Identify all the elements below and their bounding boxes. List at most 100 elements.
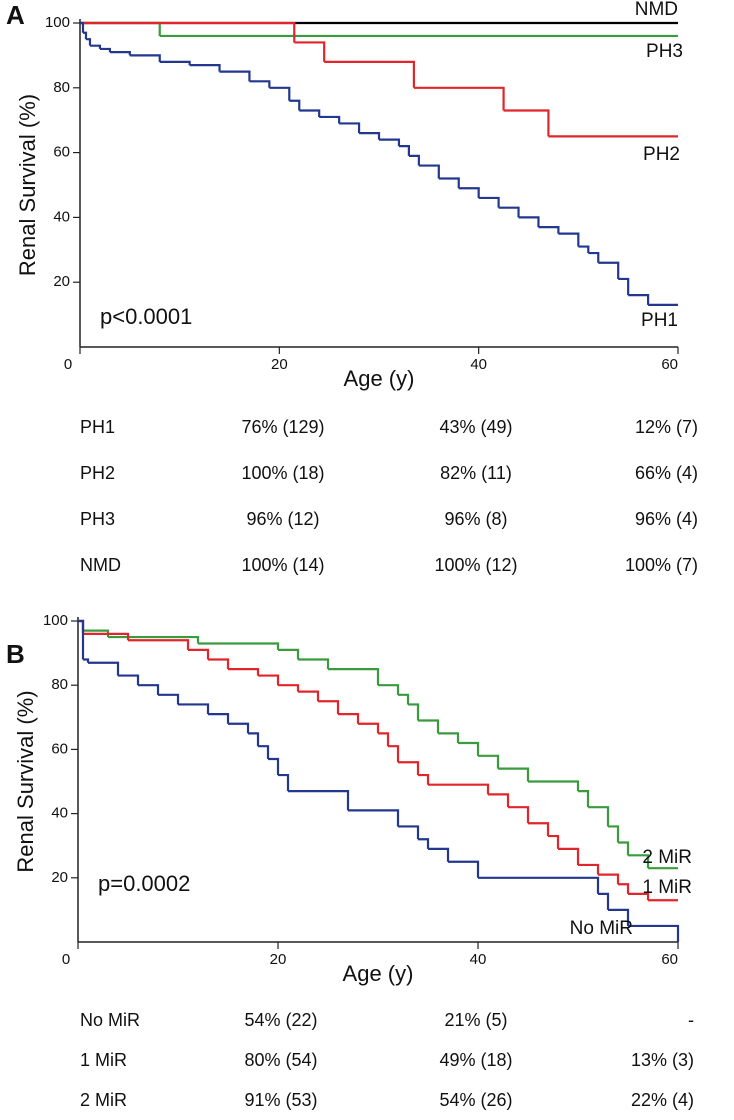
- step-segment: [508, 806, 530, 824]
- step-segment: [228, 668, 260, 676]
- step-segment: [458, 741, 480, 756]
- step-segment: [198, 642, 280, 650]
- x-tick-label: 40: [470, 951, 487, 968]
- step-segment: [478, 196, 500, 208]
- step-segment: [278, 648, 300, 660]
- survival-curve: [80, 21, 678, 38]
- step-segment: [398, 693, 410, 705]
- series-label: PH1: [641, 310, 678, 331]
- y-tick-label: 60: [51, 740, 68, 757]
- step-segment: [418, 719, 440, 734]
- table-cell: No MiR: [80, 1010, 140, 1030]
- step-segment: [358, 722, 380, 734]
- table-cell: 96% (8): [444, 509, 507, 529]
- x-tick-label: 60: [661, 951, 678, 968]
- step-segment: [348, 809, 400, 827]
- table-cell: 2 MiR: [80, 1090, 127, 1110]
- table-cell: 1 MiR: [80, 1050, 127, 1070]
- step-segment: [258, 674, 280, 686]
- table-cell: -: [688, 1010, 694, 1030]
- step-segment: [558, 232, 580, 247]
- x-tick-label: 0: [62, 951, 70, 968]
- step-segment: [578, 245, 590, 254]
- x-axis-title: Age (y): [344, 366, 415, 391]
- series-label: PH2: [643, 144, 680, 165]
- table-cell: 43% (49): [439, 417, 512, 437]
- x-tick-label: 0: [64, 356, 72, 373]
- step-segment: [278, 684, 300, 692]
- step-segment: [138, 684, 160, 695]
- step-segment: [99, 47, 111, 53]
- table-cell: NMD: [80, 555, 121, 575]
- step-segment: [339, 122, 361, 134]
- step-segment: [588, 251, 600, 263]
- p-value: p<0.0001: [100, 304, 192, 329]
- step-segment: [628, 854, 650, 869]
- step-segment: [85, 38, 92, 46]
- step-segment: [628, 892, 650, 901]
- series-label: 2 MiR: [642, 847, 692, 868]
- x-axis-title: Age (y): [343, 961, 414, 986]
- step-segment: [109, 51, 131, 56]
- y-tick-label: 80: [51, 676, 68, 693]
- step-segment: [178, 703, 210, 715]
- step-segment: [478, 754, 500, 769]
- step-segment: [298, 690, 320, 702]
- step-segment: [88, 661, 120, 676]
- step-segment: [379, 138, 401, 147]
- table-cell: 12% (7): [635, 417, 698, 437]
- step-segment: [578, 790, 590, 808]
- step-segment: [548, 834, 560, 849]
- step-segment: [458, 187, 480, 198]
- step-segment: [208, 712, 230, 724]
- step-segment: [298, 658, 330, 670]
- table-cell: 96% (4): [635, 509, 698, 529]
- survival-curve: [80, 21, 678, 138]
- step-segment: [498, 206, 520, 218]
- step-segment: [438, 177, 460, 189]
- step-segment: [598, 873, 620, 885]
- step-segment: [159, 60, 191, 66]
- survival-curve: [78, 619, 678, 870]
- step-segment: [418, 838, 430, 849]
- table-cell: 96% (12): [246, 509, 319, 529]
- step-segment: [80, 21, 161, 36]
- step-segment: [108, 635, 200, 644]
- chart-panel: 20 40 60 80 100 0 20 40 60 Age (y) Renal Survival …: [6, 612, 694, 1110]
- step-segment: [82, 31, 88, 40]
- y-tick-label: 100: [45, 14, 70, 31]
- step-segment: [578, 863, 600, 875]
- p-value: p=0.0002: [98, 871, 190, 896]
- step-segment: [328, 668, 380, 686]
- table-cell: 76% (129): [241, 417, 324, 437]
- survival-curve: [78, 619, 678, 902]
- step-segment: [398, 145, 410, 156]
- table-cell: PH3: [80, 509, 115, 529]
- table-cell: 13% (3): [631, 1050, 694, 1070]
- step-segment: [418, 773, 430, 785]
- step-segment: [448, 860, 480, 878]
- table-cell: 21% (5): [444, 1010, 507, 1030]
- step-segment: [83, 658, 90, 663]
- step-segment: [628, 924, 680, 942]
- y-tick-label: 20: [53, 273, 70, 290]
- table-cell: PH2: [80, 463, 115, 483]
- step-segment: [118, 674, 140, 686]
- step-segment: [83, 632, 130, 641]
- chart-panel: 20 40 60 80 100 0 20 40 60 Age (y) Renal Survival …: [6, 0, 698, 575]
- step-segment: [558, 847, 580, 865]
- step-segment: [598, 892, 610, 910]
- step-segment: [618, 277, 630, 296]
- step-segment: [318, 700, 340, 715]
- panel-letter: B: [6, 639, 25, 669]
- step-segment: [219, 70, 251, 82]
- step-segment: [129, 54, 161, 62]
- series-label: No MiR: [570, 918, 633, 939]
- table-cell: 49% (18): [439, 1050, 512, 1070]
- step-segment: [413, 86, 505, 111]
- x-tick-label: 40: [470, 356, 487, 373]
- table-cell: 54% (26): [439, 1090, 512, 1110]
- step-segment: [80, 21, 85, 33]
- step-segment: [608, 825, 620, 843]
